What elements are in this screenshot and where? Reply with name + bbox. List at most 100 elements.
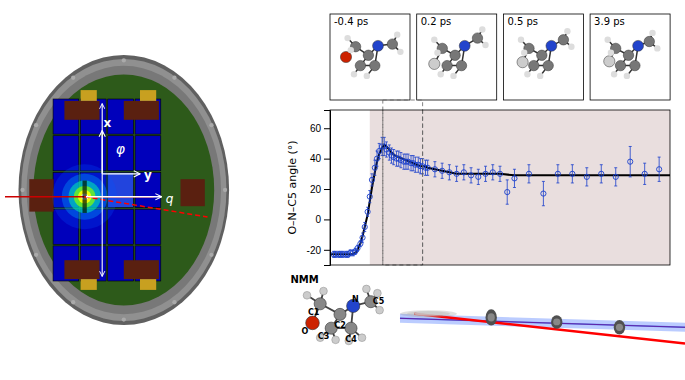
data-point — [454, 171, 459, 176]
atom — [450, 73, 456, 79]
error-bar — [484, 166, 487, 181]
annotation: NMM — [291, 274, 319, 285]
annotation: x — [104, 116, 112, 130]
atom — [348, 47, 354, 53]
detector-pad — [81, 279, 97, 290]
error-bar — [366, 207, 369, 216]
atom — [654, 45, 660, 51]
data-point — [447, 170, 452, 175]
detector-inner — [27, 66, 221, 314]
atom — [394, 31, 400, 37]
atom — [303, 291, 311, 299]
optics-disk — [551, 315, 562, 329]
error-bar — [527, 165, 530, 183]
error-bars — [332, 137, 661, 257]
y-tick-label: 40 — [310, 153, 322, 164]
atom — [434, 50, 440, 56]
atom — [387, 39, 397, 49]
detector-bolt — [20, 188, 24, 192]
annotation: y — [144, 168, 152, 182]
atom — [623, 50, 633, 60]
detector-tile — [108, 136, 134, 171]
molecule-illustration: C1C2C3C4NC5ONMM — [291, 274, 385, 345]
y-tick-mark — [324, 128, 330, 129]
beam-line — [5, 196, 85, 198]
y-axis-line — [324, 111, 331, 266]
detector-illustration: xyφq — [5, 55, 229, 325]
data-point — [374, 156, 379, 161]
data-point — [461, 170, 466, 175]
atom — [431, 37, 437, 43]
annotation: 0.2 ps — [421, 16, 452, 27]
optics-disk — [553, 319, 560, 326]
error-bar — [600, 165, 603, 183]
atom — [442, 60, 452, 70]
figure: xyφqC1C2C3C4NC5ONMM-0.4 ps0.2 ps0.5 ps3.… — [0, 0, 685, 380]
detector-bolt — [34, 123, 38, 127]
atom — [605, 37, 611, 43]
error-bar — [462, 165, 465, 180]
y-tick-mark — [324, 219, 330, 220]
plot-area — [330, 110, 670, 265]
detector-sensor — [64, 260, 99, 279]
y-tick-mark — [324, 159, 330, 160]
beam-line — [400, 318, 685, 327]
detector-body — [19, 55, 230, 325]
atom — [558, 35, 568, 45]
annotation: 0.5 ps — [507, 16, 538, 27]
data-point — [490, 170, 495, 175]
data-point — [541, 191, 546, 196]
atom — [546, 40, 557, 51]
data-point — [369, 177, 374, 182]
detector-bolt — [122, 317, 126, 321]
snapshot: 0.5 ps — [503, 14, 583, 100]
axis-arrow — [102, 173, 140, 174]
error-bar — [556, 165, 559, 183]
data-point — [512, 176, 517, 181]
atom — [524, 71, 530, 77]
annotation: C2 — [334, 321, 345, 330]
atom — [363, 285, 371, 293]
atom — [517, 57, 528, 68]
detector-bolt — [209, 123, 213, 127]
annotation: O — [301, 327, 308, 336]
data-point — [526, 171, 531, 176]
detector-sensor — [124, 101, 159, 120]
data-point — [384, 147, 389, 152]
data-point — [628, 159, 633, 164]
error-bar — [361, 233, 364, 242]
data-point — [657, 167, 662, 172]
atom — [564, 28, 570, 34]
data-point — [476, 174, 481, 179]
atom — [363, 50, 373, 60]
detector-tile — [53, 136, 79, 171]
optics-disk — [616, 324, 623, 331]
atom — [345, 322, 357, 334]
data-point — [599, 171, 604, 176]
beam-line — [85, 197, 208, 217]
annotation: N — [352, 295, 359, 304]
data-point — [360, 235, 365, 240]
points — [331, 144, 662, 257]
error-bar — [571, 165, 574, 183]
annotation: 3.9 ps — [594, 16, 625, 27]
atom — [482, 42, 488, 48]
error-bar — [433, 162, 436, 177]
beamline-illustration — [400, 309, 685, 343]
annotation: C5 — [373, 297, 385, 306]
error-bar — [506, 180, 509, 204]
detector-bolt — [71, 300, 75, 304]
error-bar — [585, 168, 588, 186]
detector-rim — [21, 59, 226, 321]
error-bar — [448, 165, 451, 180]
atom — [615, 60, 625, 70]
y-tick-mark — [324, 189, 330, 190]
data-point — [505, 189, 510, 194]
detector-sensor — [124, 260, 159, 279]
error-bar — [455, 166, 458, 181]
atom — [633, 40, 644, 51]
error-bar — [513, 169, 516, 187]
snapshot-frame — [330, 14, 410, 100]
data-point — [468, 173, 473, 178]
snapshot: -0.4 ps — [330, 14, 410, 100]
